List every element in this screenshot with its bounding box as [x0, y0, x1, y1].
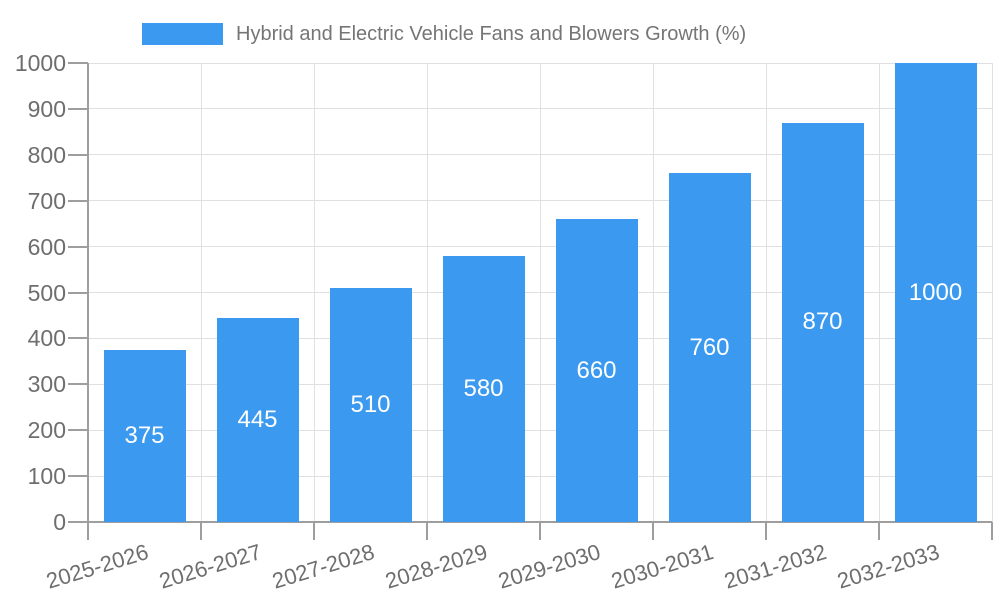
y-tick-label: 300: [27, 371, 66, 398]
x-gridline: [991, 63, 993, 522]
bar: 870: [781, 122, 864, 522]
y-tick-mark: [68, 245, 88, 248]
x-tick-label: 2029-2030: [495, 539, 604, 594]
bar: 580: [442, 255, 525, 522]
y-tick-mark: [68, 107, 88, 110]
y-tick-mark: [68, 62, 88, 64]
bar: 445: [216, 317, 299, 522]
x-tick-mark: [539, 522, 541, 540]
x-tick-label: 2028-2029: [382, 539, 491, 594]
y-tick-mark: [68, 521, 88, 523]
y-tick-mark: [68, 291, 88, 294]
x-tick-mark: [313, 522, 315, 540]
x-gridline: [765, 63, 767, 522]
bar: 375: [103, 349, 186, 522]
y-tick-mark: [68, 337, 88, 340]
y-tick-mark: [68, 429, 88, 432]
y-tick-label: 800: [27, 141, 66, 168]
y-tick-label: 600: [27, 233, 66, 260]
bar: 1000: [894, 63, 977, 522]
x-tick-mark: [200, 522, 202, 540]
bar-value-label: 375: [124, 421, 165, 449]
bar-value-label: 870: [802, 308, 843, 336]
x-tick-label: 2025-2026: [43, 539, 152, 594]
x-gridline: [539, 63, 541, 522]
bar: 760: [668, 173, 751, 522]
x-gridline: [200, 63, 202, 522]
x-tick-mark: [878, 522, 880, 540]
bar-value-label: 445: [237, 405, 278, 433]
y-tick-mark: [68, 153, 88, 156]
x-tick-label: 2030-2031: [608, 539, 717, 594]
y-tick-label: 0: [53, 509, 66, 535]
x-tick-mark: [426, 522, 428, 540]
x-tick-label: 2027-2028: [269, 539, 378, 594]
x-tick-mark: [991, 522, 993, 540]
legend-label: Hybrid and Electric Vehicle Fans and Blo…: [236, 23, 747, 45]
x-gridline: [313, 63, 315, 522]
x-tick-label: 2032-2033: [834, 539, 943, 594]
y-tick-label: 700: [27, 187, 66, 214]
y-tick-label: 900: [27, 95, 66, 122]
y-tick-mark: [68, 199, 88, 202]
bar: 660: [555, 219, 638, 522]
y-tick-label: 400: [27, 325, 66, 352]
legend-item[interactable]: Hybrid and Electric Vehicle Fans and Blo…: [142, 20, 746, 48]
y-axis-line: [87, 63, 89, 522]
y-tick-label: 200: [27, 417, 66, 444]
x-axis-line: [88, 521, 992, 523]
y-tick-label: 100: [27, 463, 66, 490]
y-tick-label: 500: [27, 279, 66, 306]
y-tick-mark: [68, 475, 88, 478]
y-tick-mark: [68, 383, 88, 386]
bar-value-label: 580: [463, 374, 504, 402]
bar-value-label: 760: [689, 333, 730, 361]
bar-value-label: 1000: [908, 278, 963, 306]
y-tick-label: 1000: [14, 50, 66, 76]
bar-value-label: 510: [350, 390, 391, 418]
x-tick-mark: [652, 522, 654, 540]
x-tick-label: 2026-2027: [156, 539, 265, 594]
x-tick-label: 2031-2032: [721, 539, 830, 594]
x-gridline: [426, 63, 428, 522]
bar-value-label: 660: [576, 356, 617, 384]
x-tick-mark: [87, 522, 89, 540]
x-gridline: [652, 63, 654, 522]
x-gridline: [878, 63, 880, 522]
x-tick-mark: [765, 522, 767, 540]
bar: 510: [329, 287, 412, 522]
legend-swatch: [142, 23, 223, 45]
